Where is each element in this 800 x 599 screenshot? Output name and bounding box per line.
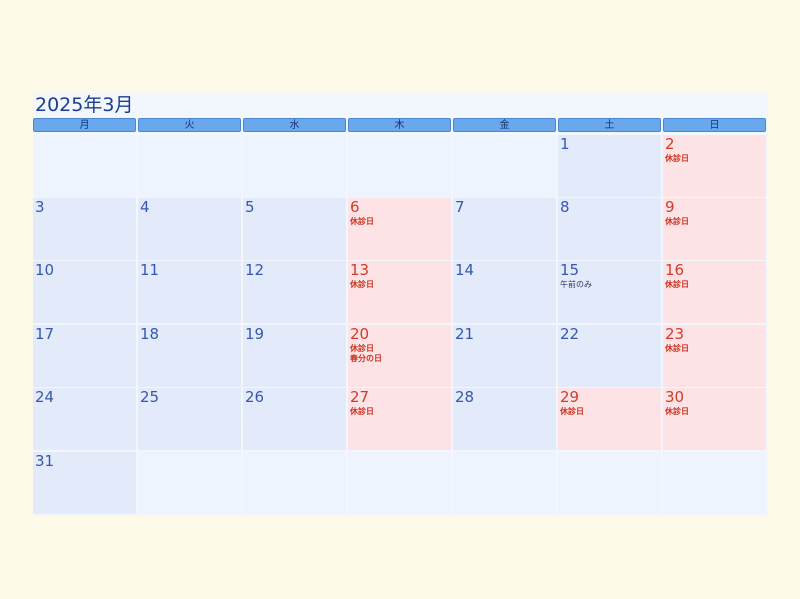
day-number: 18 <box>140 325 160 343</box>
day-cell-4[interactable]: 4 <box>138 198 241 260</box>
day-number: 11 <box>140 261 160 279</box>
day-cell-10[interactable]: 10 <box>33 261 136 323</box>
empty-day-cell <box>243 135 346 197</box>
day-note: 休診日 <box>350 344 374 353</box>
day-cell-21[interactable]: 21 <box>453 325 556 387</box>
day-cell-13[interactable]: 13 休診日 <box>348 261 451 323</box>
day-cell-5[interactable]: 5 <box>243 198 346 260</box>
day-cell-29[interactable]: 29 休診日 <box>558 388 661 450</box>
day-number: 16 <box>665 261 685 279</box>
empty-day-cell <box>453 452 556 514</box>
empty-day-cell <box>138 452 241 514</box>
day-cell-19[interactable]: 19 <box>243 325 346 387</box>
day-number: 24 <box>35 388 55 406</box>
day-number: 2 <box>665 135 675 153</box>
day-number: 31 <box>35 452 55 470</box>
day-note: 休診日 <box>665 280 689 289</box>
weekday-header-wed: 水 <box>243 118 346 132</box>
day-note: 休診日 <box>665 407 689 416</box>
day-cell-18[interactable]: 18 <box>138 325 241 387</box>
day-cell-31[interactable]: 31 <box>33 452 136 514</box>
day-number: 7 <box>455 198 465 216</box>
day-number: 12 <box>245 261 265 279</box>
day-note: 午前のみ <box>560 280 592 289</box>
day-cell-20[interactable]: 20 休診日 春分の日 <box>348 325 451 387</box>
day-number: 14 <box>455 261 475 279</box>
day-note: 春分の日 <box>350 354 382 363</box>
day-cell-12[interactable]: 12 <box>243 261 346 323</box>
day-cell-17[interactable]: 17 <box>33 325 136 387</box>
day-number: 15 <box>560 261 580 279</box>
empty-day-cell <box>453 135 556 197</box>
day-cell-8[interactable]: 8 <box>558 198 661 260</box>
weekday-header-tue: 火 <box>138 118 241 132</box>
weekday-header-row: 月 火 水 木 金 土 日 <box>33 118 768 133</box>
day-cell-26[interactable]: 26 <box>243 388 346 450</box>
day-note: 休診日 <box>665 217 689 226</box>
day-note: 休診日 <box>350 217 374 226</box>
weekday-header-thu: 木 <box>348 118 451 132</box>
day-cell-23[interactable]: 23 休診日 <box>663 325 766 387</box>
day-number: 28 <box>455 388 475 406</box>
day-number: 17 <box>35 325 55 343</box>
day-cell-27[interactable]: 27 休診日 <box>348 388 451 450</box>
day-note: 休診日 <box>560 407 584 416</box>
empty-day-cell <box>138 135 241 197</box>
day-cell-24[interactable]: 24 <box>33 388 136 450</box>
day-number: 27 <box>350 388 370 406</box>
day-cell-16[interactable]: 16 休診日 <box>663 261 766 323</box>
weekday-header-fri: 金 <box>453 118 556 132</box>
day-number: 21 <box>455 325 475 343</box>
day-number: 4 <box>140 198 150 216</box>
day-number: 30 <box>665 388 685 406</box>
day-cell-22[interactable]: 22 <box>558 325 661 387</box>
day-note: 休診日 <box>350 407 374 416</box>
day-cell-1[interactable]: 1 <box>558 135 661 197</box>
weekday-header-sat: 土 <box>558 118 661 132</box>
day-cell-15[interactable]: 15 午前のみ <box>558 261 661 323</box>
day-number: 23 <box>665 325 685 343</box>
day-number: 25 <box>140 388 160 406</box>
weekday-header-sun: 日 <box>663 118 766 132</box>
day-cell-25[interactable]: 25 <box>138 388 241 450</box>
day-number: 3 <box>35 198 45 216</box>
calendar-grid: 1 2 休診日 3 4 5 6 休診日 7 8 9 休診日 10 11 12 13 休診日 14 15 午前のみ 16 休… <box>33 135 768 516</box>
day-cell-7[interactable]: 7 <box>453 198 556 260</box>
day-cell-14[interactable]: 14 <box>453 261 556 323</box>
empty-day-cell <box>663 452 766 514</box>
empty-day-cell <box>243 452 346 514</box>
day-number: 26 <box>245 388 265 406</box>
day-cell-28[interactable]: 28 <box>453 388 556 450</box>
day-number: 1 <box>560 135 570 153</box>
month-calendar: 2025年3月 月 火 水 木 金 土 日 1 2 休診日 3 4 5 6 休診日 7 8 9 休診日… <box>33 93 768 516</box>
day-cell-3[interactable]: 3 <box>33 198 136 260</box>
day-cell-9[interactable]: 9 休診日 <box>663 198 766 260</box>
calendar-title: 2025年3月 <box>35 94 134 116</box>
day-cell-11[interactable]: 11 <box>138 261 241 323</box>
day-number: 22 <box>560 325 580 343</box>
day-note: 休診日 <box>665 154 689 163</box>
empty-day-cell <box>558 452 661 514</box>
day-number: 5 <box>245 198 255 216</box>
empty-day-cell <box>348 135 451 197</box>
empty-day-cell <box>348 452 451 514</box>
day-note: 休診日 <box>665 344 689 353</box>
day-number: 20 <box>350 325 370 343</box>
weekday-header-mon: 月 <box>33 118 136 132</box>
day-number: 19 <box>245 325 265 343</box>
empty-day-cell <box>33 135 136 197</box>
day-number: 10 <box>35 261 55 279</box>
day-number: 8 <box>560 198 570 216</box>
day-cell-2[interactable]: 2 休診日 <box>663 135 766 197</box>
day-number: 6 <box>350 198 360 216</box>
day-number: 9 <box>665 198 675 216</box>
day-number: 29 <box>560 388 580 406</box>
day-cell-6[interactable]: 6 休診日 <box>348 198 451 260</box>
day-note: 休診日 <box>350 280 374 289</box>
day-cell-30[interactable]: 30 休診日 <box>663 388 766 450</box>
day-number: 13 <box>350 261 370 279</box>
